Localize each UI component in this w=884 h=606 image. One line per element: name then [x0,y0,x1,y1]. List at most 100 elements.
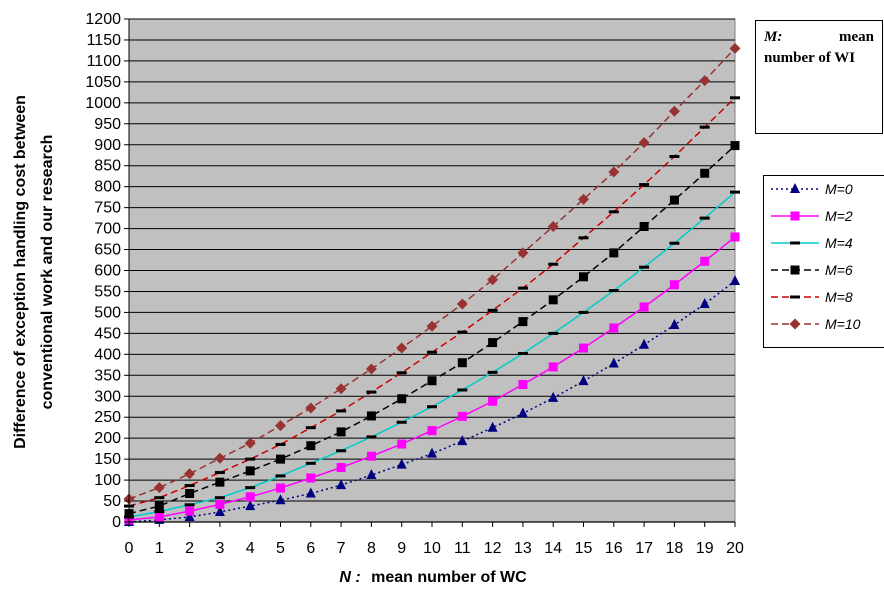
x-tick-label: 11 [454,540,471,557]
data-point [214,496,225,500]
legend-label: M=10 [825,316,861,332]
data-point [336,427,346,437]
data-point [185,488,195,498]
data-point [396,342,408,354]
data-point [366,469,377,480]
data-point [729,42,741,54]
data-point [608,289,619,293]
data-point [214,452,226,464]
data-point [396,458,407,469]
y-tick-label: 650 [94,242,121,259]
data-point [669,154,680,158]
x-tick-label: 19 [696,540,714,557]
y-tick-label: 150 [94,451,121,468]
data-point [366,390,377,394]
data-point [457,411,467,421]
data-point [427,376,437,386]
legend-entry: M=2 [771,208,853,224]
data-point [305,461,316,465]
y-tick-label: 850 [94,158,121,175]
x-tick-label: 15 [575,540,593,557]
data-point [639,338,650,349]
legend-swatch-marker [789,318,801,330]
x-tick-label: 3 [215,540,224,557]
data-point [517,407,528,418]
y-tick-label: 350 [94,367,121,384]
data-point [639,221,649,231]
note-text: mean number of WI [764,29,874,66]
data-point [275,494,286,505]
legend-label: M=2 [825,208,853,224]
data-point [639,183,650,187]
legend-label: M=6 [825,262,853,278]
series-M=10 [123,42,741,505]
data-point [730,232,740,242]
data-point [518,317,528,327]
legend-entry: M=4 [771,235,853,251]
data-point [426,320,438,332]
x-tick-label: 2 [185,540,194,557]
x-tick-label: 18 [666,540,684,557]
legend [763,175,884,348]
data-point [579,272,588,282]
data-point [184,510,195,521]
x-axis-title: N : mean number of WC [339,569,527,586]
data-point [730,96,740,100]
x-tick-label: 10 [423,540,441,557]
series-M=8 [124,96,740,508]
x-tick-label: 14 [544,540,562,557]
data-point [730,274,740,285]
legend-label: M=0 [825,181,853,197]
x-tick-label: 0 [125,540,134,557]
data-point [245,466,255,476]
y-tick-label: 400 [94,346,121,363]
x-tick-label: 17 [635,540,653,557]
data-point [609,323,619,333]
legend-swatch-marker [790,265,800,275]
y-tick-label: 300 [94,388,121,405]
data-point [276,483,285,493]
legend-swatch-marker [790,241,800,245]
data-point [427,405,437,409]
data-point [275,420,286,432]
note-symbol: M: [764,29,783,45]
data-point [669,318,680,329]
legend-entries: M=0 M=2 M=4 M=6 M=8 M=10 [771,181,861,332]
data-point [306,473,316,483]
data-point [699,216,710,220]
data-point [245,500,256,511]
data-point [154,512,164,522]
data-point [336,479,347,490]
data-point [275,442,286,446]
data-point [730,190,740,194]
data-point [548,391,559,402]
data-point [276,454,285,464]
data-point [245,486,256,490]
data-point [336,463,346,473]
data-point [638,137,650,149]
data-point [457,330,468,334]
x-tick-label: 9 [397,540,406,557]
legend-label: M=4 [825,235,853,251]
data-point [366,435,377,439]
series-M=2 [124,232,740,525]
data-point [669,195,679,205]
data-point [548,362,558,372]
data-point [487,308,498,312]
data-point [366,411,376,421]
x-tick-label: 16 [605,540,623,557]
data-point [578,236,589,240]
data-point [457,388,468,392]
x-tick-label: 6 [306,540,315,557]
data-point [215,477,225,487]
data-point [639,302,649,312]
series-M=6 [124,141,740,519]
data-point [365,363,377,375]
data-point [517,351,528,355]
data-point [305,426,316,430]
data-point [427,447,437,458]
data-point [154,496,165,500]
y-tick-label: 0 [112,514,121,531]
data-point [215,499,225,509]
